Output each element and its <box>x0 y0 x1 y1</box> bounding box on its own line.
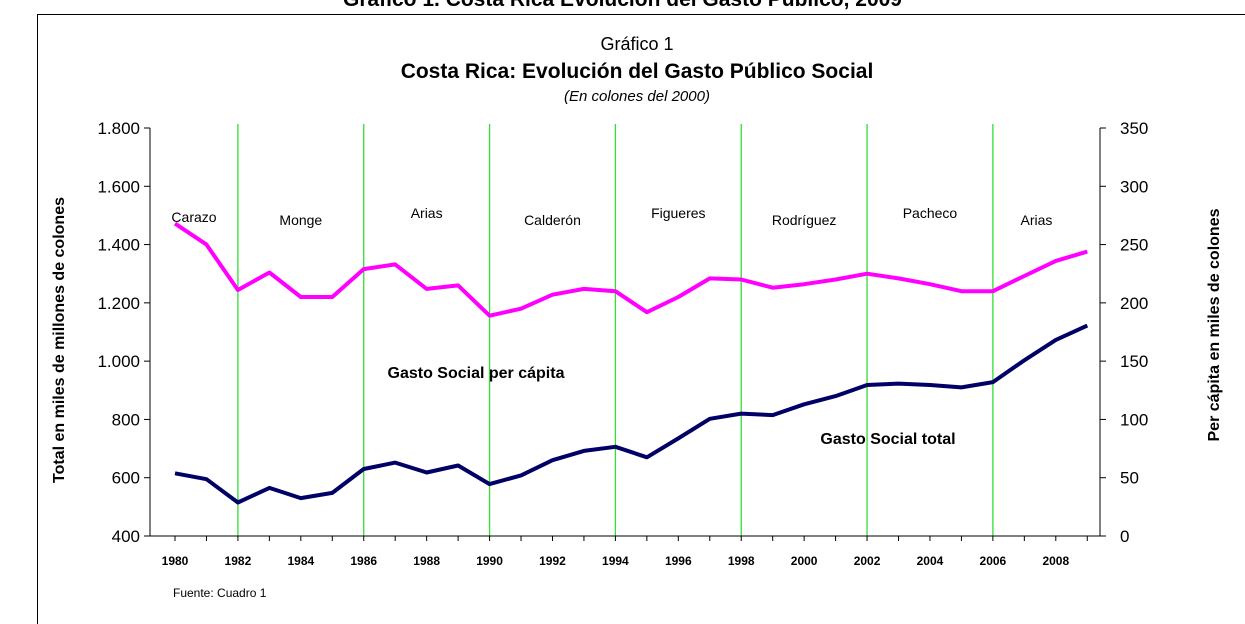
y2-tick-label: 200 <box>1120 294 1148 313</box>
series-lines <box>173 221 1089 505</box>
period-dividers <box>237 124 994 536</box>
period-label: Rodríguez <box>772 212 837 228</box>
y-tick-label: 800 <box>112 410 140 429</box>
page-heading: Gráfico 1. Costa Rica Evolución del Gast… <box>0 0 1245 12</box>
period-label: Monge <box>279 212 322 228</box>
y2-axis-title: Per cápita en miles de colones <box>1206 208 1223 441</box>
x-tick-label: 2002 <box>854 554 881 568</box>
series-line-per-capita <box>173 221 1088 318</box>
y2-tick-label: 250 <box>1120 236 1148 255</box>
y2-tick-label: 150 <box>1120 352 1148 371</box>
y2-tick-label: 50 <box>1120 469 1139 488</box>
period-labels: Carazo Monge Arias Calderón Figueres Rodrígue… <box>171 205 1052 228</box>
y2-tick-label: 100 <box>1120 410 1148 429</box>
annotation-total: Gasto Social total <box>820 431 955 448</box>
x-tick-label: 1982 <box>225 554 252 568</box>
x-tick-label: 2006 <box>980 554 1007 568</box>
x-tick-label: 1996 <box>665 554 692 568</box>
source-note: Fuente: Cuadro 1 <box>173 586 267 600</box>
y-axis-title: Total en miles de millones de colones <box>51 197 68 483</box>
x-tick-label: 2000 <box>791 554 818 568</box>
y-tick-label: 1.200 <box>97 294 140 313</box>
chart-subtitle: (En colones del 2000) <box>564 88 710 105</box>
chart-title: Costa Rica: Evolución del Gasto Público … <box>401 60 874 83</box>
y-tick-label: 1.000 <box>97 352 140 371</box>
x-tick-label: 1998 <box>728 554 755 568</box>
annotation-per-capita: Gasto Social per cápita <box>388 365 565 382</box>
chart-frame <box>37 14 1245 624</box>
x-tick-label: 1994 <box>602 554 629 568</box>
x-tick-label: 1992 <box>539 554 566 568</box>
y-tick-label: 1.600 <box>97 177 140 196</box>
x-tick-label: 1980 <box>162 554 189 568</box>
period-label: Pacheco <box>903 205 958 221</box>
period-label: Figueres <box>651 205 705 221</box>
period-label: Arias <box>1020 212 1052 228</box>
x-tick-label: 2004 <box>917 554 944 568</box>
x-tick-label: 1984 <box>287 554 314 568</box>
chart-label: Gráfico 1 <box>600 34 673 54</box>
y-tick-label: 600 <box>112 469 140 488</box>
x-tick-label: 1990 <box>476 554 503 568</box>
x-tick-label: 1988 <box>413 554 440 568</box>
y-tick-label: 1.400 <box>97 236 140 255</box>
series-line-total <box>174 323 1089 505</box>
y2-tick-label: 0 <box>1120 527 1129 546</box>
y2-tick-label: 300 <box>1120 177 1148 196</box>
period-label: Arias <box>411 205 443 221</box>
y-tick-label: 1.800 <box>97 119 140 138</box>
y2-tick-label: 350 <box>1120 119 1148 138</box>
x-tick-label: 2008 <box>1042 554 1069 568</box>
y-tick-label: 400 <box>112 527 140 546</box>
period-label: Calderón <box>524 212 581 228</box>
x-tick-label: 1986 <box>350 554 377 568</box>
period-label: Carazo <box>171 209 216 225</box>
axes: 400 600 800 1.000 1.200 1.400 1.600 1.800 0 50 100… <box>97 119 1148 568</box>
